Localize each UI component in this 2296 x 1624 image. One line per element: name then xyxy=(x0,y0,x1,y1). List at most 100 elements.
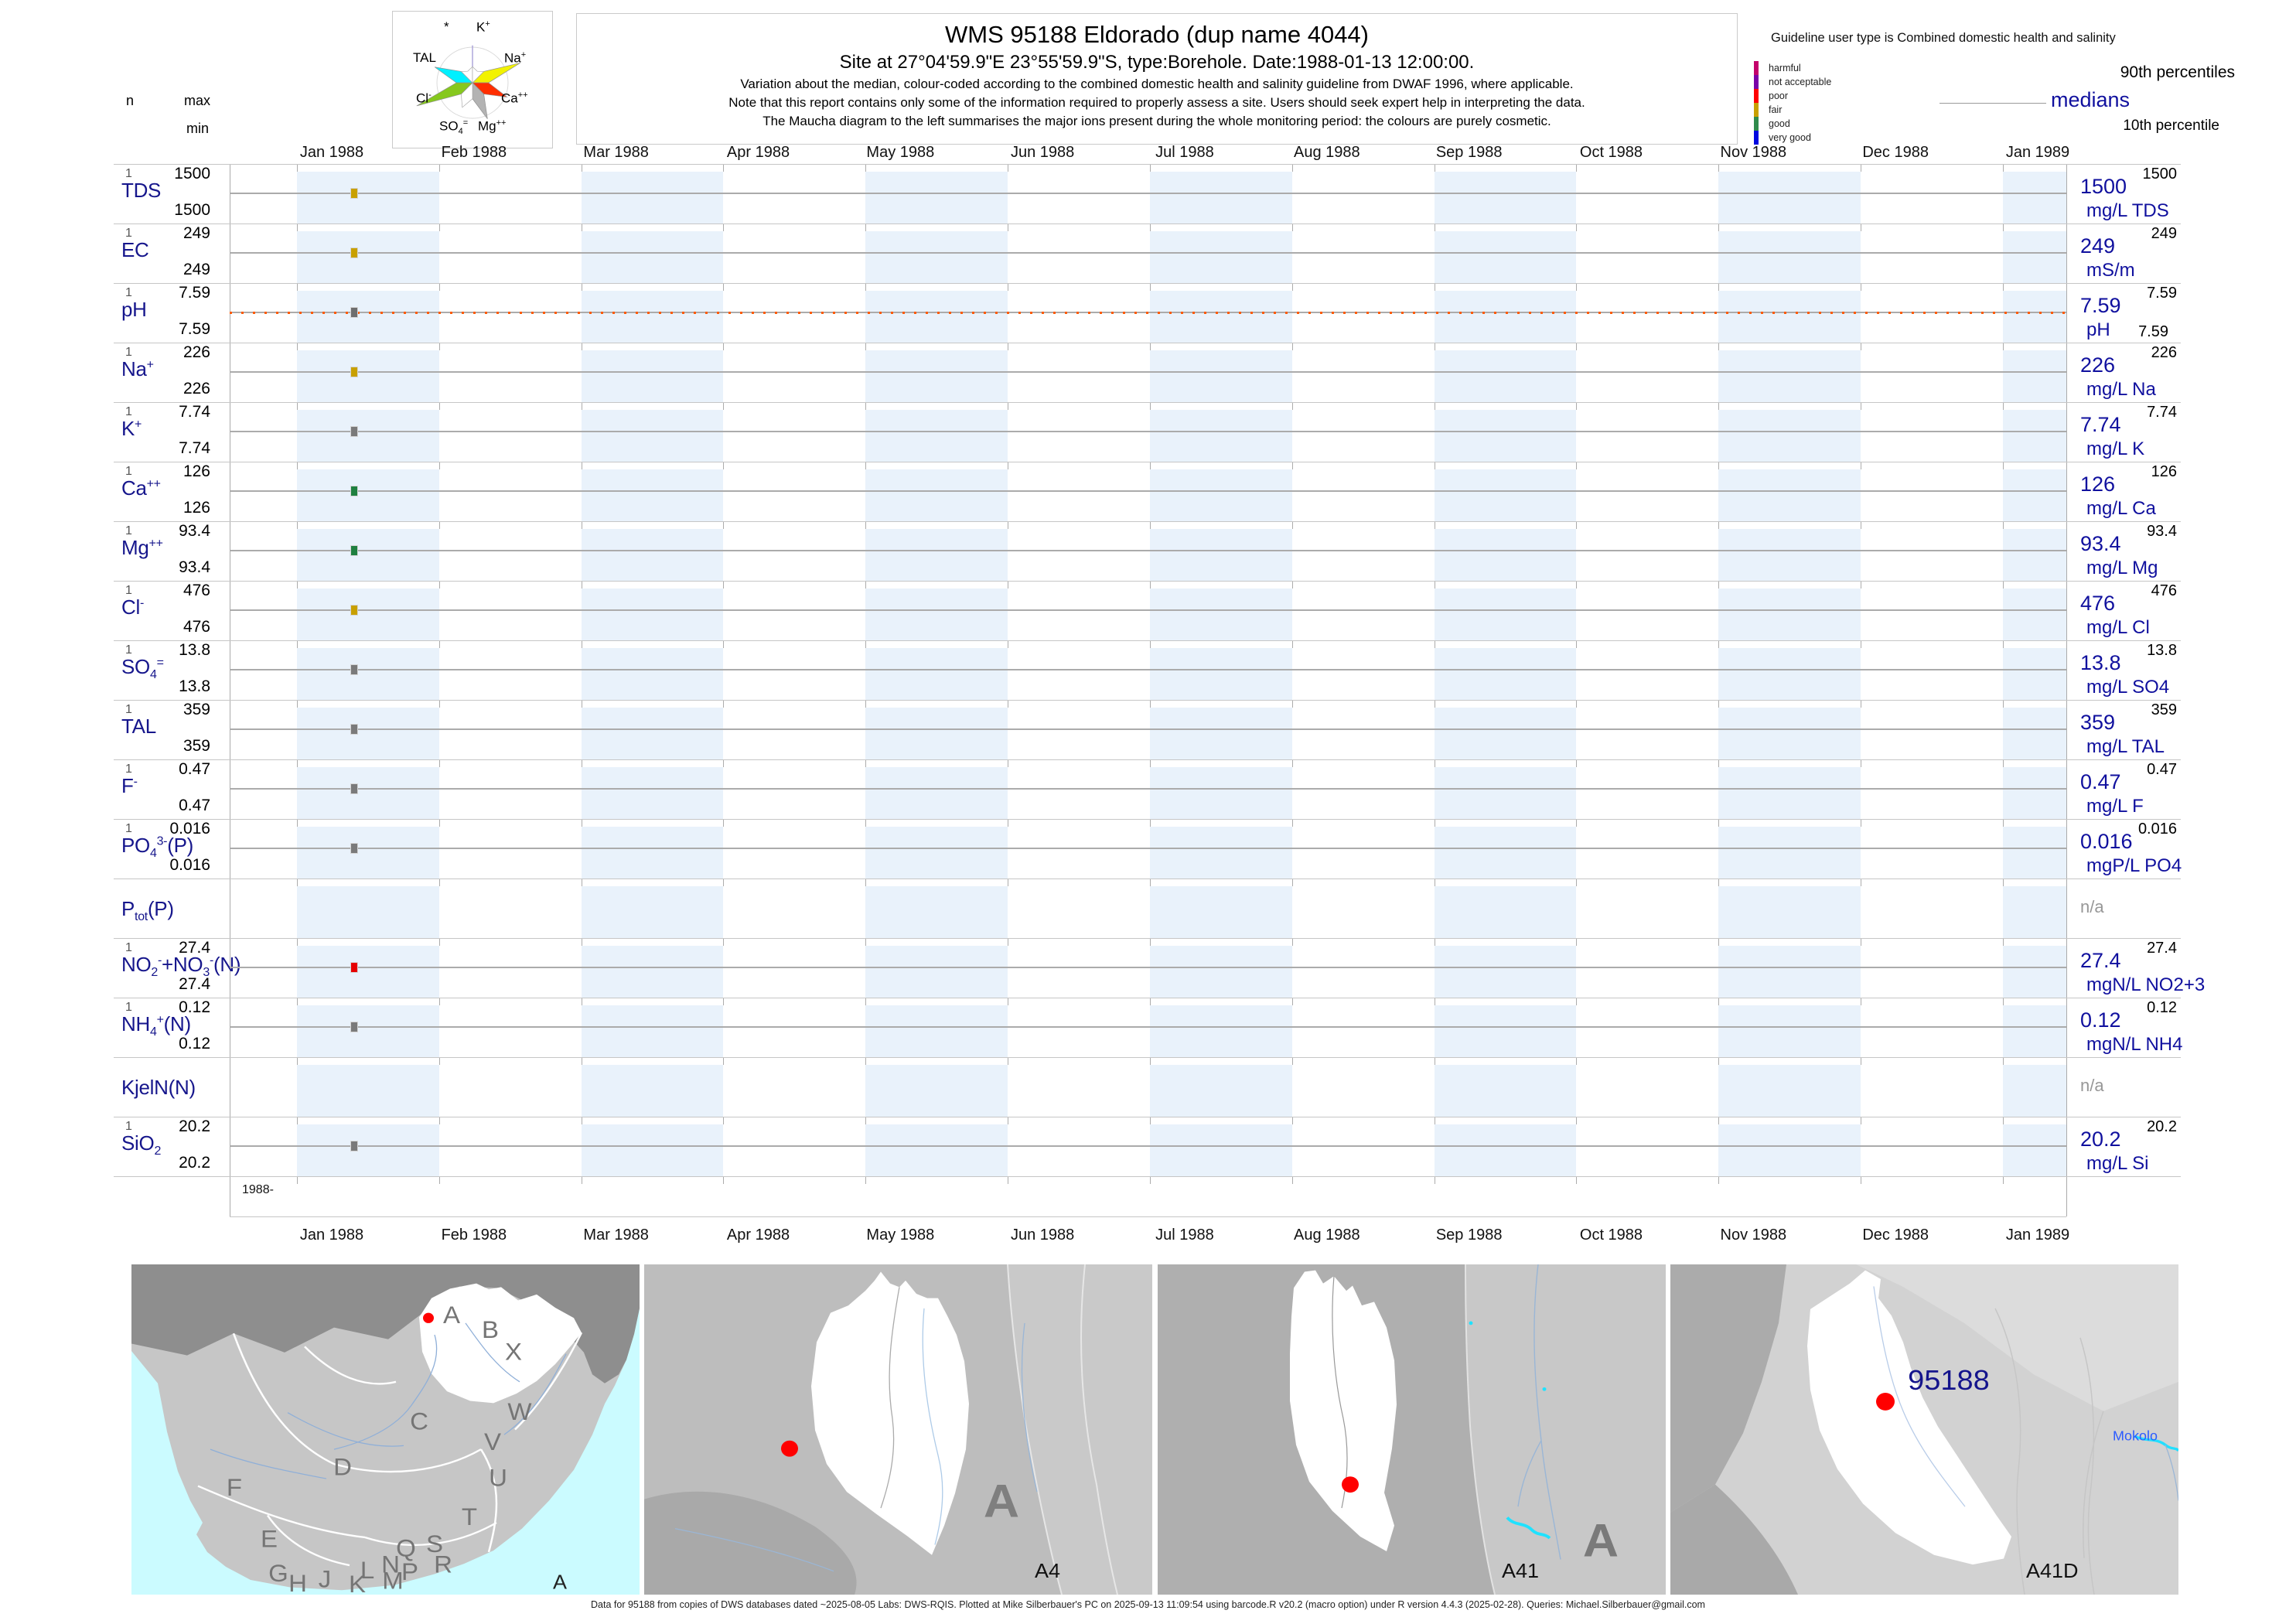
month-label-bottom: Apr 1988 xyxy=(726,1227,790,1244)
min-value: 0.016 xyxy=(169,856,210,874)
rivers xyxy=(674,1322,1038,1572)
unit-label: mgN/L NH4 xyxy=(2086,1034,2183,1055)
darker-region-bottom xyxy=(1670,1484,1798,1595)
note-line-1: Variation about the median, colour-coded… xyxy=(740,77,1574,91)
parameter-name: Ptot(P) xyxy=(121,897,174,924)
rivers xyxy=(210,1322,567,1479)
median-value: 7.59 xyxy=(2080,294,2121,317)
ion-label: Na+ xyxy=(504,50,527,66)
p90-value: 0.12 xyxy=(2147,999,2177,1016)
parameter-name: TDS xyxy=(121,179,162,202)
stat-caption-n: n xyxy=(126,93,135,108)
month-label-bottom: Feb 1988 xyxy=(441,1227,507,1244)
median-value: 249 xyxy=(2080,234,2116,258)
footer-provenance: Data for 95188 from copies of DWS databa… xyxy=(591,1599,1705,1610)
sample-count: 1 xyxy=(125,286,132,299)
max-value: 20.2 xyxy=(179,1117,210,1135)
sample-count: 1 xyxy=(125,465,132,478)
row-separator xyxy=(114,521,2181,522)
unit-label: mg/L Si xyxy=(2086,1153,2149,1174)
data-point xyxy=(350,1022,358,1032)
river-inside xyxy=(1873,1286,1966,1507)
y-axis-line-right xyxy=(2066,164,2067,1216)
site-dot xyxy=(781,1440,798,1457)
parameter-name: pH xyxy=(121,298,147,321)
median-line xyxy=(230,848,2066,849)
sample-count: 1 xyxy=(125,405,132,418)
min-value: 1500 xyxy=(174,201,210,219)
river-inside xyxy=(922,1308,943,1545)
month-label-bottom: Oct 1988 xyxy=(1579,1227,1643,1244)
max-value: 27.4 xyxy=(179,939,210,957)
big-region-letter: A xyxy=(1583,1515,1619,1567)
ion-label: Cl- xyxy=(416,90,432,106)
max-value: 13.8 xyxy=(179,641,210,659)
map-corner-label: A41D xyxy=(2026,1560,2078,1582)
median-value: 27.4 xyxy=(2080,949,2121,972)
region-letter-X: X xyxy=(505,1338,522,1365)
site-dot xyxy=(1342,1476,1359,1493)
unit-label: mgN/L NO2+3 xyxy=(2086,974,2206,995)
class-label: harmful xyxy=(1769,63,1801,73)
min-value: 359 xyxy=(183,737,210,755)
region-letter-U: U xyxy=(489,1464,507,1491)
parameter-name: K+ xyxy=(121,417,142,440)
data-point xyxy=(350,783,358,794)
parameter-name: SO4= xyxy=(121,655,164,682)
class-color-swatch xyxy=(1754,61,1759,75)
adjacent-region xyxy=(1465,1264,1666,1595)
data-point xyxy=(350,605,358,616)
parameter-name: Cl- xyxy=(121,595,144,619)
month-label-bottom: Jun 1988 xyxy=(1011,1227,1075,1244)
row-separator xyxy=(114,402,2181,403)
parameter-name: F- xyxy=(121,774,138,797)
p90-value: 93.4 xyxy=(2147,523,2177,540)
unit-label: mgP/L PO4 xyxy=(2086,855,2182,876)
parameter-name: SiO2 xyxy=(121,1131,162,1158)
median-value: 1500 xyxy=(2080,175,2127,198)
month-label-top: May 1988 xyxy=(866,144,935,161)
unit-label: mg/L Na xyxy=(2086,379,2156,400)
class-color-swatch xyxy=(1754,89,1759,103)
min-value: 7.74 xyxy=(179,439,210,457)
month-label-bottom: Jan 1988 xyxy=(299,1227,364,1244)
data-point xyxy=(350,247,358,258)
region-letter-T: T xyxy=(462,1503,477,1530)
median-value: 0.47 xyxy=(2080,770,2121,793)
p90-value: 0.47 xyxy=(2147,761,2177,778)
min-value: 226 xyxy=(183,380,210,397)
region-letter-Q: Q xyxy=(396,1534,416,1561)
row-separator xyxy=(114,1057,2181,1058)
unit-label: mg/L TDS xyxy=(2086,200,2169,221)
month-tick xyxy=(1149,164,1151,1216)
map-region-A: A A4 xyxy=(644,1264,1152,1595)
sample-count: 1 xyxy=(125,1120,132,1133)
median-line xyxy=(230,728,2066,730)
median-line xyxy=(230,1145,2066,1147)
sample-count: 1 xyxy=(125,227,132,240)
data-point xyxy=(350,962,358,973)
sample-count: 1 xyxy=(125,763,132,776)
min-value: 13.8 xyxy=(179,677,210,695)
median-value: 7.74 xyxy=(2080,413,2121,436)
ion-label: TAL xyxy=(413,50,436,65)
min-value: 0.47 xyxy=(179,797,210,814)
month-label-bottom: Nov 1988 xyxy=(1720,1227,1787,1244)
min-value: 93.4 xyxy=(179,558,210,576)
adjacent-region xyxy=(1008,1264,1152,1595)
median-value: 226 xyxy=(2080,353,2116,377)
sample-count: 1 xyxy=(125,1001,132,1014)
x-axis-year-label: 1988- xyxy=(242,1183,274,1196)
site-number-label: 95188 xyxy=(1908,1364,1990,1396)
p90-value: 7.59 xyxy=(2147,285,2177,302)
median-value: 126 xyxy=(2080,473,2116,496)
map-corner-label: A4 xyxy=(1035,1560,1060,1582)
unit-label: mg/L Cl xyxy=(2086,617,2150,638)
data-point xyxy=(350,307,358,318)
median-value: 476 xyxy=(2080,592,2116,615)
region-letter-K: K xyxy=(349,1571,367,1595)
x-axis-bottom-line xyxy=(230,1216,2066,1217)
month-tick xyxy=(2002,164,2004,1216)
sample-count: 1 xyxy=(125,822,132,835)
guideline-class-good: good xyxy=(1754,117,1831,131)
